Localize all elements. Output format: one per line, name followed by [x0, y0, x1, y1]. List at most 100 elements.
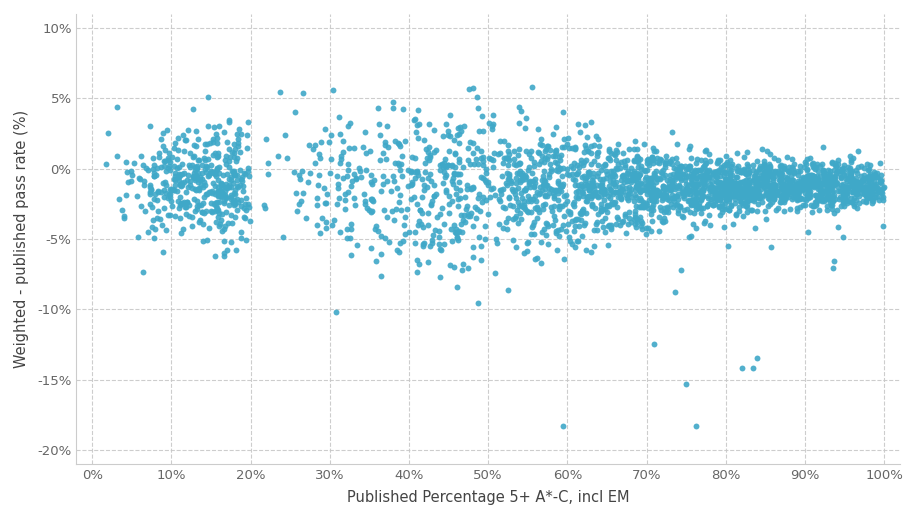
Point [574, 231, 589, 240]
Point [481, 177, 495, 186]
Point [644, 153, 659, 161]
Point [410, 256, 425, 264]
Point [517, 205, 532, 213]
Point [505, 185, 519, 193]
Point [843, 152, 857, 160]
Point [807, 163, 822, 171]
Point [523, 208, 538, 216]
Point [365, 207, 380, 215]
Point [167, 144, 182, 152]
Point [806, 182, 821, 190]
Point [711, 158, 726, 167]
Point [188, 185, 203, 193]
Point [435, 160, 449, 168]
Point [777, 165, 791, 173]
Point [508, 194, 523, 202]
Point [560, 170, 574, 178]
Point [838, 171, 853, 180]
Point [345, 177, 359, 185]
Point [387, 216, 402, 224]
Point [385, 207, 400, 215]
Point [415, 223, 430, 231]
Point [728, 199, 743, 207]
Point [786, 182, 800, 190]
Point [521, 192, 536, 200]
Point [785, 163, 800, 172]
Point [199, 165, 213, 173]
Point [239, 194, 254, 202]
Point [760, 182, 775, 190]
Point [574, 172, 589, 181]
Point [798, 201, 812, 209]
Point [777, 162, 791, 170]
Point [650, 175, 664, 183]
Point [649, 154, 664, 162]
Point [444, 225, 459, 233]
Point [799, 196, 813, 204]
Point [373, 250, 388, 258]
Point [830, 179, 845, 187]
Point [713, 196, 728, 204]
Point [630, 184, 645, 193]
Point [796, 185, 811, 194]
Point [725, 180, 740, 188]
Point [658, 160, 673, 169]
Point [175, 181, 189, 189]
Point [796, 176, 811, 185]
Point [131, 173, 146, 182]
Point [146, 154, 161, 162]
Point [240, 143, 255, 152]
Point [674, 162, 688, 171]
Point [764, 170, 778, 179]
Point [675, 174, 690, 182]
Point [451, 170, 466, 178]
Point [630, 153, 644, 161]
Point [446, 174, 460, 182]
Point [821, 179, 835, 187]
Point [512, 160, 527, 168]
Point [541, 184, 556, 193]
Point [743, 185, 757, 194]
Point [696, 192, 710, 200]
Point [627, 169, 641, 177]
Point [398, 230, 413, 238]
Point [742, 179, 756, 187]
Point [180, 176, 195, 184]
Point [697, 176, 711, 184]
Point [629, 201, 643, 210]
Point [764, 187, 778, 195]
Point [812, 180, 827, 188]
Point [794, 186, 809, 194]
Point [628, 213, 642, 222]
Point [733, 185, 748, 194]
Point [650, 186, 664, 194]
Point [647, 186, 662, 194]
Point [685, 175, 699, 184]
Point [460, 156, 475, 164]
Point [210, 164, 224, 172]
Point [151, 207, 165, 215]
Point [833, 193, 847, 201]
Point [396, 237, 411, 245]
Point [521, 197, 536, 205]
Point [701, 175, 716, 183]
Point [864, 188, 879, 197]
Point [705, 182, 720, 190]
Point [735, 201, 750, 209]
Point [326, 215, 341, 224]
Point [460, 144, 475, 153]
Point [697, 219, 711, 227]
Point [664, 186, 678, 194]
Point [501, 214, 516, 222]
Point [698, 170, 712, 178]
Point [803, 190, 818, 198]
Point [646, 206, 661, 214]
Point [849, 173, 864, 182]
Point [832, 165, 846, 173]
Point [279, 154, 294, 162]
Point [292, 200, 307, 208]
Point [787, 160, 801, 168]
Point [619, 194, 634, 202]
Point [523, 176, 538, 185]
Point [205, 189, 220, 197]
